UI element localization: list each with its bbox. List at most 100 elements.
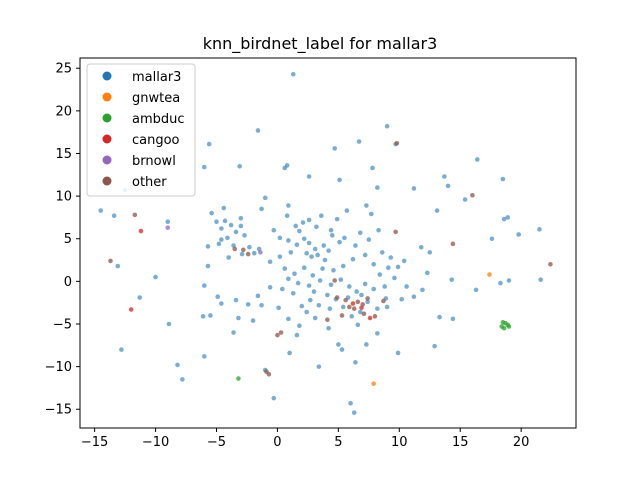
data-point-mallar3-166 <box>219 237 224 242</box>
data-point-mallar3-41 <box>293 223 299 229</box>
data-point-mallar3-65 <box>353 243 358 248</box>
data-point-mallar3-0 <box>290 71 296 77</box>
x-tick-label: 0 <box>273 435 281 450</box>
data-point-mallar3-135 <box>432 343 437 349</box>
data-point-mallar3-44 <box>286 238 291 243</box>
data-point-mallar3-140 <box>506 278 512 283</box>
data-point-mallar3-75 <box>286 276 291 282</box>
data-point-mallar3-179 <box>388 255 394 260</box>
data-point-mallar3-64 <box>342 235 347 241</box>
data-point-mallar3-51 <box>315 252 320 258</box>
data-point-mallar3-100 <box>308 297 313 303</box>
legend-marker-brnowl <box>102 155 112 165</box>
data-point-mallar3-121 <box>215 294 221 300</box>
data-point-mallar3-134 <box>395 350 401 356</box>
data-point-mallar3-66 <box>362 252 368 258</box>
data-point-mallar3-146 <box>445 183 451 189</box>
data-point-mallar3-47 <box>306 240 312 246</box>
data-point-mallar3-144 <box>427 250 433 255</box>
data-point-mallar3-55 <box>306 217 312 223</box>
data-point-other-16 <box>361 311 367 317</box>
data-point-mallar3-70 <box>320 266 325 271</box>
data-point-other-26 <box>343 297 348 303</box>
data-point-mallar3-20 <box>111 213 117 219</box>
data-point-mallar3-186 <box>304 309 309 315</box>
data-point-mallar3-175 <box>337 239 342 245</box>
data-point-mallar3-3 <box>356 139 362 144</box>
x-tick-label: −10 <box>142 435 169 450</box>
y-tick-label: −5 <box>53 317 72 332</box>
data-point-mallar3-160 <box>326 325 331 331</box>
data-point-mallar3-12 <box>337 177 342 183</box>
data-point-mallar3-168 <box>238 215 244 221</box>
data-point-mallar3-110 <box>200 314 206 319</box>
data-point-mallar3-109 <box>208 313 213 318</box>
data-point-mallar3-169 <box>226 255 231 260</box>
data-point-other-14 <box>360 302 366 307</box>
data-point-mallar3-124 <box>271 395 277 401</box>
data-point-mallar3-136 <box>437 314 442 320</box>
data-point-mallar3-147 <box>462 197 468 202</box>
legend-label-ambduc: ambduc <box>132 112 185 127</box>
data-point-mallar3-113 <box>175 362 180 368</box>
data-point-other-7 <box>275 332 280 338</box>
data-point-mallar3-86 <box>386 265 391 271</box>
data-point-mallar3-69 <box>331 267 336 273</box>
data-point-mallar3-159 <box>355 322 361 328</box>
data-point-mallar3-148 <box>489 236 495 242</box>
data-point-mallar3-57 <box>319 213 324 219</box>
data-point-cangoo-2 <box>350 301 356 306</box>
x-tick-label: 15 <box>452 435 469 450</box>
data-point-mallar3-128 <box>339 347 345 352</box>
data-point-mallar3-137 <box>450 316 456 322</box>
data-point-mallar3-187 <box>286 316 291 322</box>
data-point-mallar3-45 <box>294 242 300 248</box>
data-point-other-0 <box>108 258 113 264</box>
y-tick-label: 25 <box>55 62 72 77</box>
data-point-mallar3-108 <box>219 301 224 306</box>
data-point-mallar3-155 <box>449 277 455 282</box>
data-point-mallar3-101 <box>299 303 305 309</box>
data-point-mallar3-177 <box>366 237 372 242</box>
x-tick-label: 5 <box>334 435 342 450</box>
data-point-mallar3-173 <box>322 257 328 263</box>
data-point-mallar3-73 <box>292 271 297 276</box>
data-point-mallar3-56 <box>314 224 319 230</box>
data-point-mallar3-132 <box>364 342 369 347</box>
data-point-mallar3-78 <box>317 278 323 283</box>
data-point-mallar3-154 <box>425 270 430 276</box>
data-point-other-23 <box>393 229 398 235</box>
data-point-mallar3-71 <box>310 273 316 278</box>
data-point-mallar3-8 <box>237 163 242 169</box>
data-point-mallar3-48 <box>312 246 318 252</box>
data-point-mallar3-96 <box>340 304 346 310</box>
legend-label-cangoo: cangoo <box>132 133 180 148</box>
data-point-other-1 <box>132 212 138 218</box>
data-point-mallar3-122 <box>231 330 236 335</box>
data-point-mallar3-95 <box>349 314 355 319</box>
data-point-mallar3-25 <box>219 226 224 231</box>
data-point-other-21 <box>470 192 475 198</box>
data-point-other-9 <box>325 317 330 323</box>
y-tick-label: 20 <box>55 104 72 119</box>
data-point-other-25 <box>334 295 340 300</box>
data-point-mallar3-174 <box>329 233 335 238</box>
data-point-mallar3-98 <box>325 292 330 298</box>
data-point-mallar3-83 <box>362 281 368 287</box>
data-point-mallar3-107 <box>233 297 239 303</box>
data-point-mallar3-156 <box>420 287 425 293</box>
data-point-mallar3-114 <box>119 347 124 352</box>
data-point-mallar3-28 <box>242 233 247 238</box>
legend-label-gnwtea: gnwtea <box>132 91 180 106</box>
data-point-ambduc-0 <box>236 376 241 381</box>
data-point-mallar3-117 <box>115 263 121 269</box>
data-point-mallar3-23 <box>222 218 228 224</box>
data-point-mallar3-27 <box>238 223 244 229</box>
data-point-mallar3-76 <box>295 280 301 286</box>
data-point-cangoo-1 <box>138 228 144 234</box>
legend-marker-gnwtea <box>102 92 112 102</box>
data-point-ambduc-3 <box>501 325 507 331</box>
data-point-mallar3-163 <box>259 302 264 308</box>
data-point-gnwtea-0 <box>371 381 377 386</box>
data-point-cangoo-0 <box>128 307 134 312</box>
